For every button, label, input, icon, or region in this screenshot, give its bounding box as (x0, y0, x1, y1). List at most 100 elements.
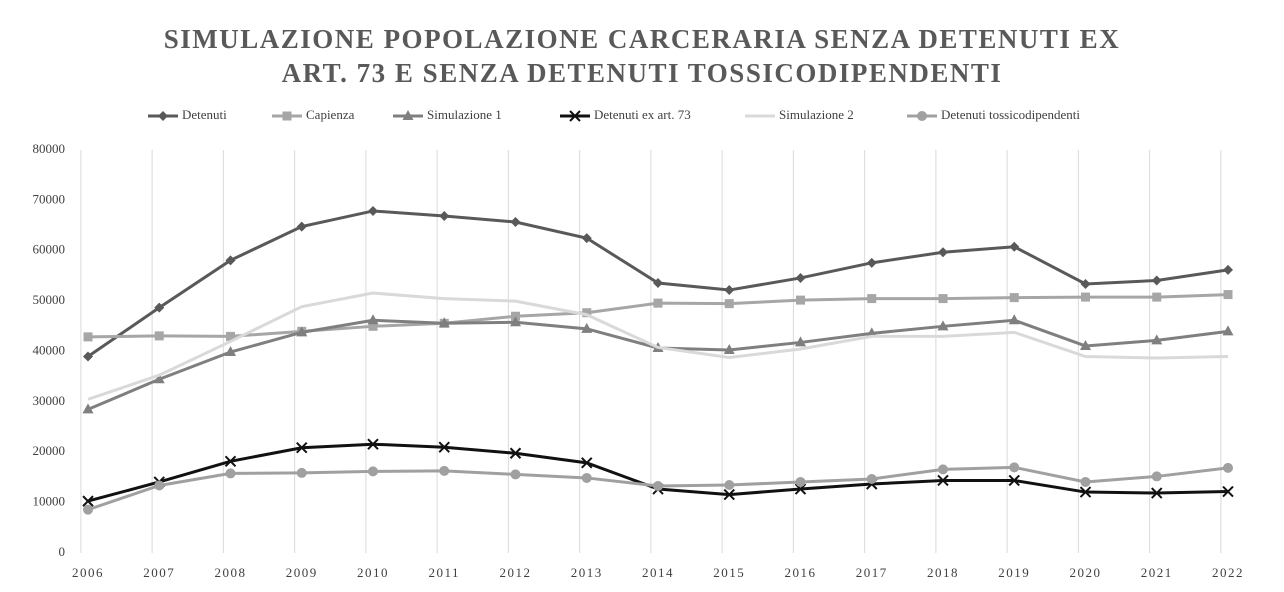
marker (867, 294, 877, 304)
marker (1223, 264, 1233, 275)
marker (510, 217, 521, 228)
marker (1009, 241, 1020, 252)
marker (510, 469, 521, 480)
marker (1151, 487, 1163, 499)
marker (1080, 339, 1091, 350)
marker (296, 442, 308, 454)
marker (1079, 486, 1092, 498)
marker (1009, 462, 1020, 473)
x-tick-label: 2015 (713, 565, 745, 580)
x-tick-label: 2006 (72, 565, 104, 580)
series (83, 462, 1233, 515)
marker (938, 247, 948, 258)
marker (795, 336, 806, 347)
marker (1009, 293, 1019, 303)
marker (82, 403, 94, 414)
marker (1151, 471, 1162, 482)
marker (438, 441, 450, 453)
marker (510, 316, 521, 327)
legend-label: Simulazione 1 (427, 107, 502, 122)
legend-label: Capienza (306, 107, 355, 122)
marker (1008, 474, 1020, 487)
marker (938, 464, 948, 475)
marker (367, 438, 379, 450)
marker (224, 455, 237, 468)
marker (368, 466, 378, 477)
marker (1151, 334, 1163, 345)
marker (368, 321, 378, 331)
marker (439, 210, 450, 221)
x-tick-label: 2017 (856, 565, 888, 580)
marker (439, 465, 450, 476)
marker (581, 457, 593, 469)
marker (82, 495, 94, 507)
marker (866, 473, 877, 484)
marker (1152, 292, 1162, 302)
marker (83, 351, 93, 362)
legend-label: Detenuti (182, 107, 227, 122)
marker (438, 317, 450, 328)
series (83, 205, 1233, 362)
x-tick-label: 2014 (642, 565, 674, 580)
marker (296, 467, 307, 478)
marker (282, 111, 292, 121)
marker (1081, 292, 1090, 302)
y-tick-label: 10000 (33, 494, 66, 509)
x-tick-label: 2016 (785, 565, 817, 580)
marker (368, 205, 378, 216)
marker (226, 331, 235, 341)
marker (581, 472, 592, 483)
marker (1223, 290, 1233, 300)
marker (581, 233, 592, 244)
marker (225, 346, 236, 357)
marker (511, 311, 520, 321)
y-tick-label: 60000 (33, 242, 66, 257)
x-tick-label: 2019 (998, 565, 1030, 580)
marker (367, 314, 379, 325)
marker (1008, 314, 1020, 325)
x-tick-label: 2012 (500, 565, 532, 580)
marker (796, 295, 805, 305)
marker (154, 480, 165, 491)
x-tick-label: 2009 (286, 565, 318, 580)
x-tick-label: 2008 (215, 565, 247, 580)
y-tick-label: 0 (59, 544, 66, 559)
x-tick-label: 2021 (1141, 565, 1173, 580)
marker (1080, 476, 1091, 487)
marker (83, 332, 93, 342)
y-tick-label: 50000 (33, 292, 66, 307)
marker (723, 343, 735, 354)
y-tick-label: 20000 (33, 443, 66, 458)
marker (225, 255, 236, 266)
series (83, 290, 1233, 342)
marker (158, 111, 168, 121)
y-tick-label: 30000 (33, 393, 66, 408)
x-tick-label: 2010 (357, 565, 389, 580)
y-tick-label: 40000 (33, 342, 66, 357)
x-tick-label: 2013 (571, 565, 603, 580)
marker (1080, 278, 1091, 289)
y-tick-label: 80000 (33, 141, 66, 156)
marker (153, 373, 165, 384)
marker (866, 257, 877, 268)
marker (724, 299, 734, 309)
marker (402, 110, 414, 120)
marker (1222, 485, 1234, 498)
marker (724, 479, 735, 490)
marker (1222, 325, 1234, 336)
x-tick-label: 2011 (428, 565, 460, 580)
marker (866, 327, 878, 338)
marker (653, 277, 663, 288)
marker (225, 468, 236, 479)
marker (83, 504, 93, 515)
marker (795, 272, 806, 283)
x-tick-label: 2022 (1212, 565, 1244, 580)
marker (154, 331, 164, 341)
line (87, 291, 1229, 401)
marker (1151, 275, 1162, 286)
x-tick-label: 2020 (1070, 565, 1102, 580)
legend-label: Detenuti ex art. 73 (594, 107, 691, 122)
marker (509, 447, 522, 459)
marker (296, 326, 308, 337)
